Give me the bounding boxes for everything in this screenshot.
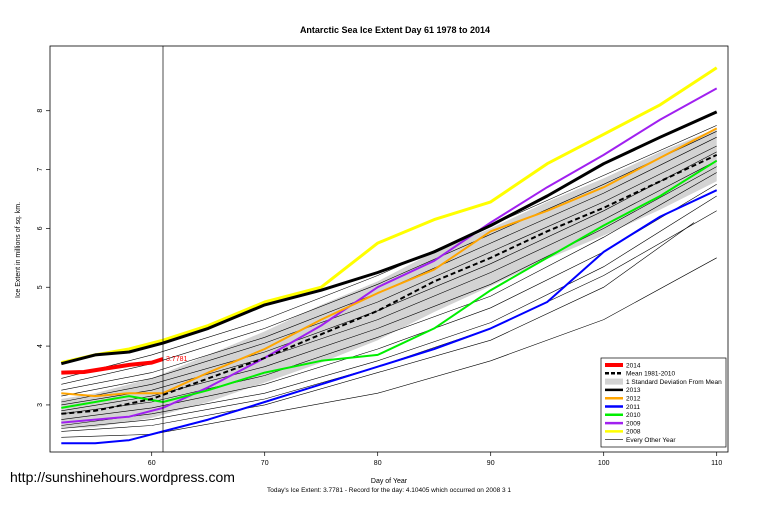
today-value-annotation: 3.7781 — [166, 356, 188, 363]
other-year-line-7 — [61, 160, 717, 406]
y-tick-label: 5 — [37, 285, 44, 289]
watermark-url: http://sunshinehours.wordpress.com — [10, 469, 235, 485]
other-year-line-12 — [61, 125, 717, 379]
chart-footer: Today's Ice Extent: 3.7781 - Record for … — [267, 487, 511, 494]
plot-frame — [49, 45, 729, 453]
other-year-line-5 — [61, 172, 717, 415]
series-line-2008 — [60, 66, 718, 365]
legend-label: 2013 — [626, 387, 641, 394]
y-tick-label: 6 — [37, 226, 44, 230]
series-line-mean-1981-2010 — [61, 153, 718, 415]
legend-label: 1 Standard Deviation From Mean — [626, 379, 722, 386]
series-line-2010 — [61, 159, 718, 409]
y-tick-label: 8 — [37, 109, 44, 113]
x-tick-label: 70 — [261, 460, 269, 467]
sd-band — [61, 128, 717, 429]
series-line-2013 — [60, 110, 718, 366]
legend-label: Mean 1981-2010 — [626, 371, 676, 378]
series-line-2011 — [61, 189, 718, 445]
legend-label: 2008 — [626, 429, 641, 436]
plot-area: 3.7781 60 70 80 90 100 110 3 4 5 6 7 8 2014 Mean 1981-… — [37, 45, 729, 467]
legend-label: 2009 — [626, 420, 641, 427]
other-year-line-8 — [61, 151, 717, 403]
other-year-line-2 — [61, 222, 695, 432]
series-line-2014 — [61, 357, 164, 375]
x-tick-label: 100 — [598, 460, 610, 467]
x-tick-label: 60 — [148, 460, 156, 467]
legend-swatch — [605, 378, 623, 385]
series-line-2012 — [61, 127, 718, 398]
y-tick-label: 3 — [37, 403, 44, 407]
other-year-line-9 — [61, 145, 717, 397]
x-axis-label: Day of Year — [371, 478, 408, 485]
x-tick-label: 80 — [374, 460, 382, 467]
legend-label: Every Other Year — [626, 437, 676, 444]
other-year-line-6 — [61, 166, 717, 412]
y-tick-label: 7 — [37, 168, 44, 172]
y-axis-label: Ice Extent in millions of sq. km. — [15, 202, 22, 298]
x-tick-label: 110 — [711, 460, 722, 467]
legend-label: 2012 — [626, 396, 641, 403]
legend-label: 2010 — [626, 412, 641, 419]
legend-label: 2014 — [626, 362, 641, 369]
legend-label: 2011 — [626, 404, 640, 411]
chart-title: Antarctic Sea Ice Extent Day 61 1978 to … — [300, 25, 490, 35]
other-year-line-3 — [61, 195, 717, 426]
x-tick-label: 90 — [487, 460, 495, 467]
y-tick-label: 4 — [37, 344, 44, 348]
